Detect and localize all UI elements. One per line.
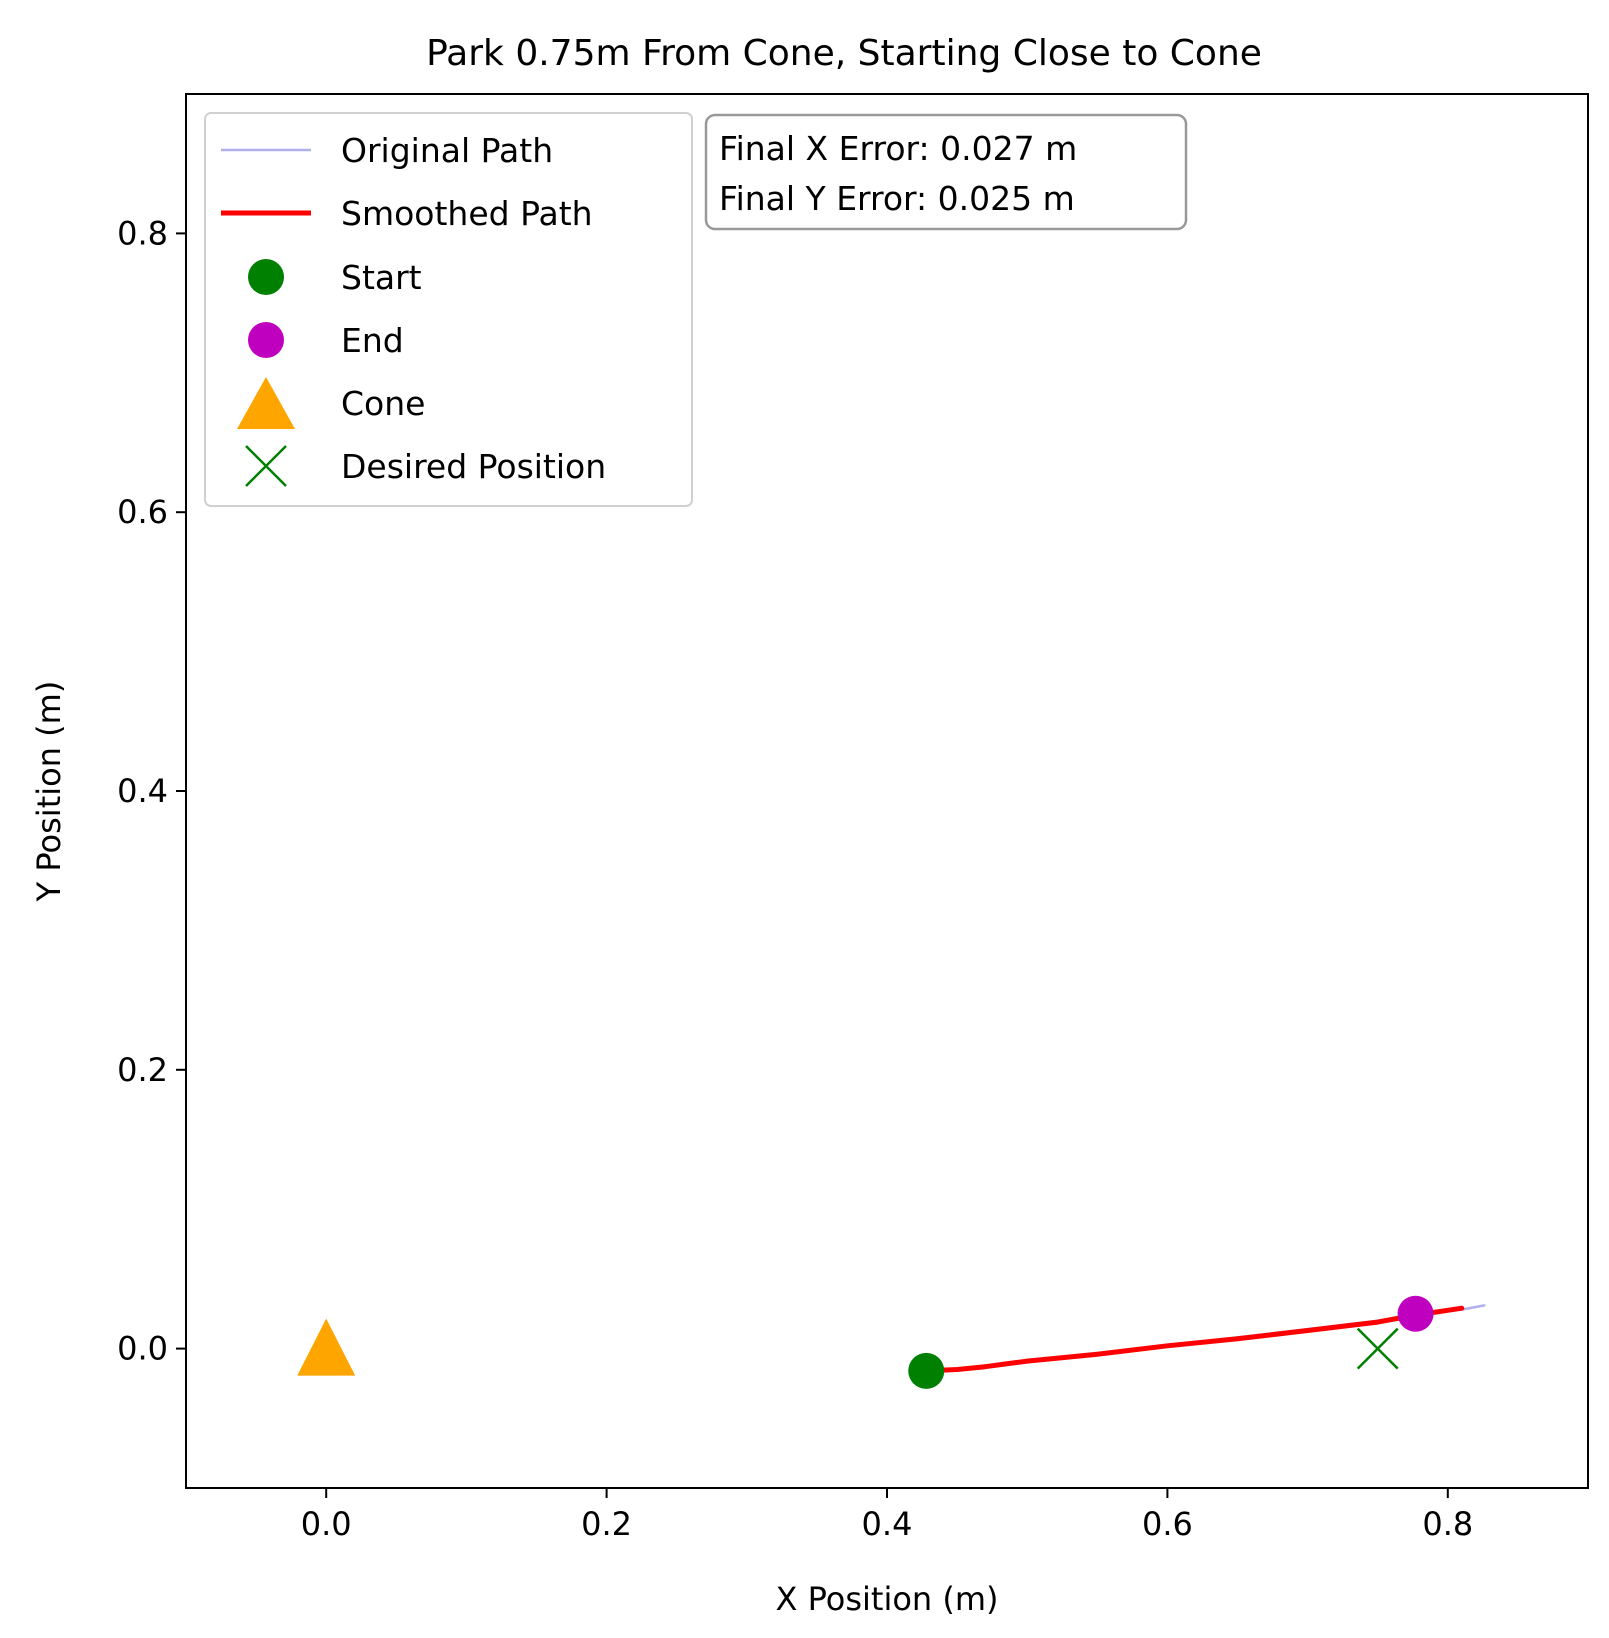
legend-desired-position-swatch (245, 445, 287, 487)
x-tick-label: 0.0 (301, 1505, 352, 1543)
plot-frame (185, 93, 1589, 1489)
legend-frame (204, 112, 693, 507)
legend-desired-position-label: Desired Position (341, 447, 606, 486)
axis-ticks: 0.0 0.2 0.4 0.6 0.8 0.0 0.2 0.4 0.6 0.8 (117, 214, 1473, 1543)
chart-title: Park 0.75m From Cone, Starting Close to … (426, 33, 1262, 74)
final-x-error-text: Final X Error: 0.027 m (719, 129, 1077, 168)
plot-marks (297, 1295, 1486, 1389)
x-tick-label: 0.4 (862, 1505, 913, 1543)
cone-marker (297, 1318, 356, 1376)
legend-end-label: End (341, 321, 404, 360)
y-tick-label: 0.2 (117, 1051, 168, 1089)
final-y-error-text: Final Y Error: 0.025 m (719, 179, 1075, 218)
smoothed-path-line (923, 1305, 1465, 1374)
legend-cone-label: Cone (341, 384, 425, 423)
y-tick-label: 0.4 (117, 772, 168, 810)
legend-start-label: Start (341, 258, 422, 297)
x-axis-label: X Position (m) (776, 1580, 999, 1618)
error-annotation: Final X Error: 0.027 m Final Y Error: 0.… (704, 113, 1188, 231)
x-tick-label: 0.8 (1422, 1505, 1473, 1543)
desired-position-marker (1356, 1327, 1399, 1370)
x-tick-label: 0.2 (581, 1505, 632, 1543)
x-tick-label: 0.6 (1142, 1505, 1193, 1543)
y-tick-label: 0.6 (117, 493, 168, 531)
y-tick-label: 0.0 (117, 1330, 168, 1368)
legend-end-swatch (248, 322, 284, 358)
legend-original-path-label: Original Path (341, 131, 553, 170)
legend-smoothed-path-label: Smoothed Path (341, 194, 593, 233)
y-tick-label: 0.8 (117, 214, 168, 252)
start-marker (908, 1352, 945, 1389)
end-marker (1397, 1295, 1434, 1332)
legend-cone-swatch (237, 377, 295, 429)
legend: Original Path Smoothed Path Start End Co… (204, 112, 693, 507)
legend-start-swatch (248, 259, 284, 295)
error-annotation-box (704, 113, 1188, 231)
y-axis-label: Y Position (m) (30, 681, 68, 903)
